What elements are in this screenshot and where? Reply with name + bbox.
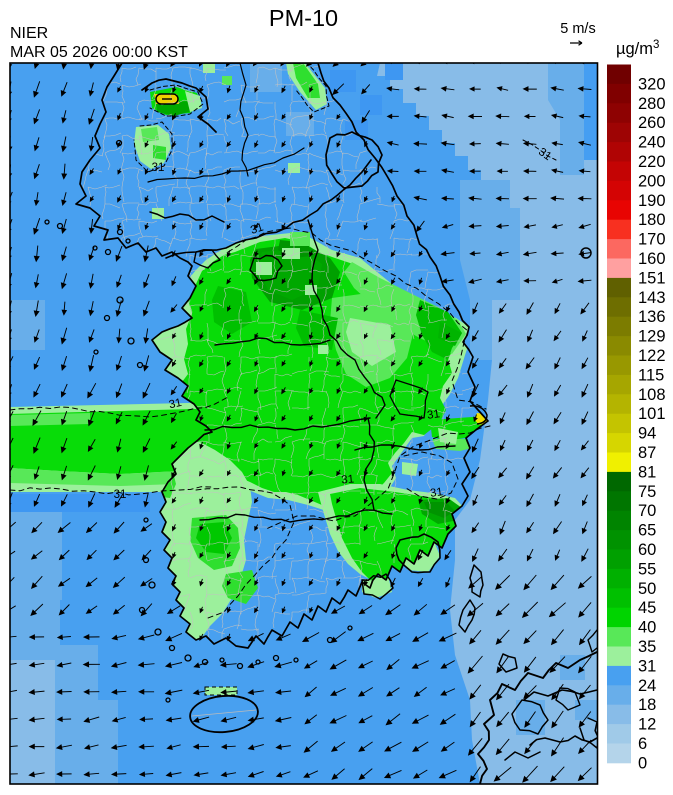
svg-text:31: 31	[249, 221, 265, 236]
svg-text:55: 55	[638, 560, 656, 578]
svg-text:180: 180	[638, 211, 666, 229]
svg-text:115: 115	[638, 366, 664, 384]
svg-text:MAR 05 2026 00:00 KST: MAR 05 2026 00:00 KST	[10, 44, 188, 61]
svg-text:240: 240	[638, 134, 666, 152]
svg-text:122: 122	[638, 347, 666, 365]
svg-text:320: 320	[638, 75, 666, 93]
svg-text:143: 143	[638, 289, 666, 307]
svg-text:NIER: NIER	[10, 25, 48, 42]
svg-text:31: 31	[168, 397, 183, 411]
svg-text:70: 70	[638, 502, 656, 520]
svg-text:170: 170	[638, 231, 666, 249]
svg-text:6: 6	[638, 735, 647, 753]
svg-text:87: 87	[638, 444, 656, 462]
svg-text:220: 220	[638, 153, 666, 171]
svg-text:24: 24	[638, 677, 656, 695]
svg-text:18: 18	[638, 696, 656, 714]
svg-text:40: 40	[638, 619, 656, 637]
svg-text:136: 136	[638, 308, 666, 326]
svg-text:260: 260	[638, 114, 666, 132]
svg-text:35: 35	[638, 638, 656, 656]
svg-text:75: 75	[638, 483, 656, 501]
svg-text:280: 280	[638, 95, 666, 113]
svg-text:PM-10: PM-10	[269, 5, 338, 31]
svg-text:31: 31	[152, 162, 165, 174]
svg-text:65: 65	[638, 522, 656, 540]
svg-text:31: 31	[114, 489, 127, 501]
svg-text:12: 12	[638, 716, 656, 734]
svg-text:31: 31	[341, 473, 355, 486]
svg-text:94: 94	[638, 425, 656, 443]
svg-text:190: 190	[638, 192, 666, 210]
svg-text:151: 151	[638, 269, 666, 287]
svg-text:31: 31	[638, 657, 656, 675]
svg-text:50: 50	[638, 580, 656, 598]
svg-text:45: 45	[638, 599, 656, 617]
svg-text:60: 60	[638, 541, 656, 559]
svg-text:200: 200	[638, 172, 666, 190]
svg-text:129: 129	[638, 328, 666, 346]
svg-text:101: 101	[638, 405, 666, 423]
svg-text:108: 108	[638, 386, 666, 404]
svg-text:µg/m3: µg/m3	[616, 39, 659, 58]
svg-text:81: 81	[638, 463, 656, 481]
svg-text:5 m/s: 5 m/s	[560, 21, 595, 37]
svg-text:160: 160	[638, 250, 666, 268]
svg-text:0: 0	[638, 754, 647, 772]
svg-text:31: 31	[426, 408, 440, 422]
svg-text:31: 31	[429, 486, 443, 500]
